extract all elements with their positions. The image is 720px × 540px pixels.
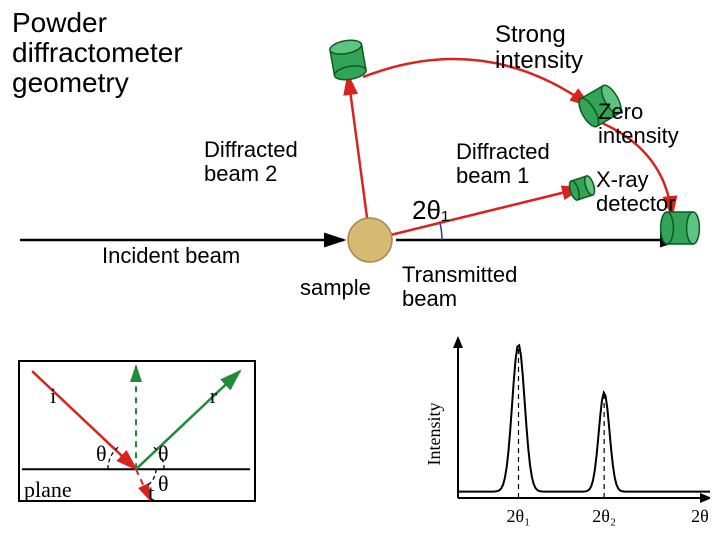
xtick-label: 2θ₂ <box>592 506 616 526</box>
label-diffracted1: Diffracted beam 1 <box>456 140 550 188</box>
label-t: t <box>148 480 154 505</box>
label-theta-l: θ <box>96 441 107 466</box>
label-r: r <box>210 383 218 408</box>
label-zero: Zero intensity <box>598 100 679 148</box>
ylabel: Intensity <box>424 403 444 466</box>
label-sample: sample <box>300 276 371 300</box>
reflected-ray <box>136 371 240 469</box>
diffracted-beam-1 <box>370 188 582 240</box>
xtick-label: 2θ <box>691 506 709 526</box>
intensity-plot: 2θ₁ 2θ₂ 2θ Intensity <box>418 330 710 538</box>
detector-top <box>329 38 367 82</box>
label-theta-t: θ <box>158 471 169 496</box>
label-plane: plane <box>24 477 72 502</box>
detector-right <box>661 212 700 244</box>
title: Powder diffractometer geometry <box>12 8 183 99</box>
sample-circle <box>348 218 392 262</box>
label-i: i <box>50 383 56 408</box>
label-diffracted2: Diffracted beam 2 <box>204 138 298 186</box>
label-transmitted: Transmitted beam <box>402 263 517 311</box>
reflection-diagram: irtθθθplane <box>18 360 258 530</box>
detector-diff1-end <box>567 175 596 201</box>
label-incident: Incident beam <box>102 244 240 268</box>
incident-ray <box>32 371 136 469</box>
label-theta-r: θ <box>158 441 169 466</box>
xtick-label: 2θ₁ <box>507 506 531 526</box>
intensity-curve <box>458 345 710 491</box>
label-strong: Strong intensity <box>495 22 583 74</box>
diffracted-beam-2 <box>348 75 370 240</box>
label-xray: X-ray detector <box>596 168 676 216</box>
label-2theta1: 2θ₁ <box>412 196 450 224</box>
